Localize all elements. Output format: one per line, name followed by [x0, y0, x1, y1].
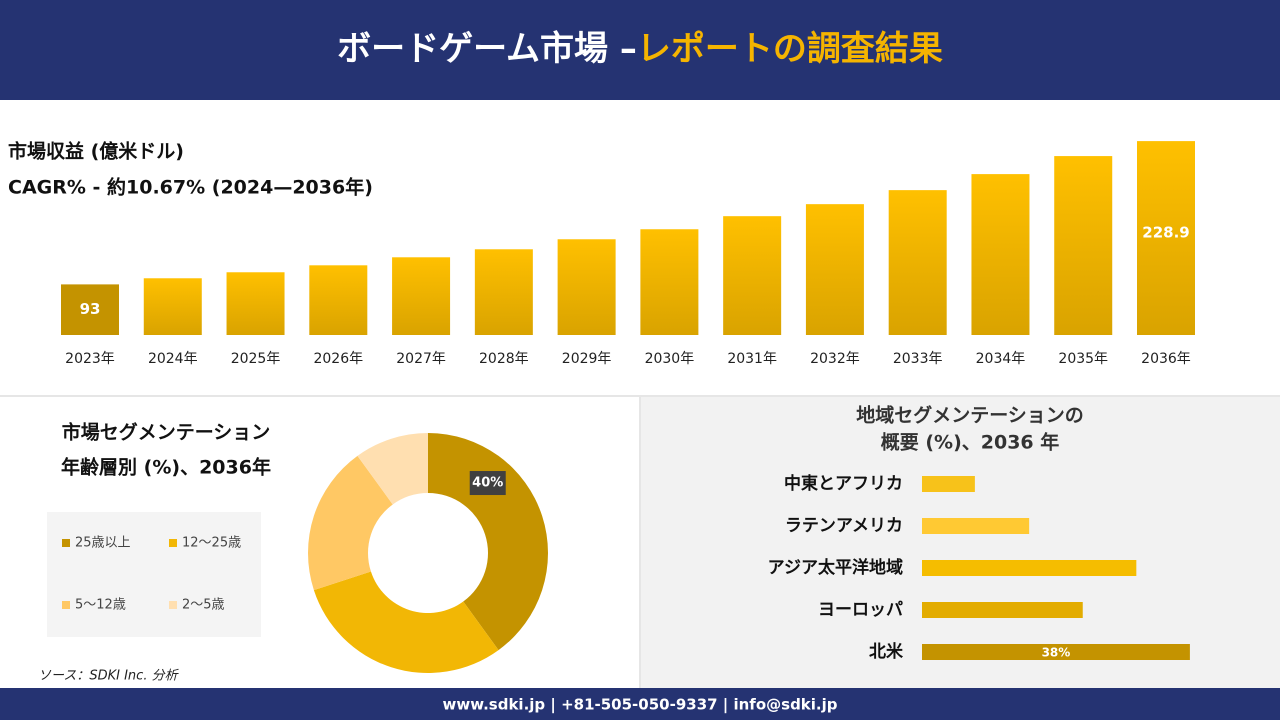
legend-label: 25歳以上 [75, 536, 131, 551]
x-tick-label: 2032年 [810, 351, 860, 367]
chart-subtitle: CAGR% - 約10.67% (2024—2036年) [8, 176, 373, 199]
legend-label: 5〜12歳 [75, 598, 126, 613]
x-tick-label: 2036年 [1141, 351, 1191, 367]
legend-swatch [169, 601, 177, 609]
y-tick-label: 北米 [869, 641, 904, 662]
x-tick-label: 2029年 [562, 351, 612, 367]
data-label: 38% [1042, 646, 1071, 660]
bar [922, 602, 1083, 618]
title-accent: レポートの調査結果 [637, 29, 943, 69]
x-tick-label: 2025年 [231, 351, 281, 367]
header-title: ボードゲーム市場 –レポートの調査結果 [337, 29, 943, 69]
data-label: 228.9 [1142, 224, 1189, 242]
x-tick-label: 2026年 [313, 351, 363, 367]
legend-label: 12〜25歳 [182, 536, 241, 551]
bar [805, 204, 864, 335]
data-label: 40% [472, 476, 503, 491]
donut-slice [313, 571, 499, 674]
legend-label: 2〜5歳 [182, 598, 225, 613]
bar [1137, 141, 1195, 335]
x-tick-label: 2031年 [727, 351, 777, 367]
legend-box [47, 512, 261, 637]
bar [61, 284, 119, 335]
bar [922, 518, 1030, 534]
bar [922, 560, 1137, 576]
bar [309, 265, 368, 335]
legend-swatch [169, 539, 177, 547]
bar [971, 174, 1030, 335]
y-tick-label: アジア太平洋地域 [768, 557, 903, 578]
bar [392, 257, 451, 335]
bar [143, 278, 202, 335]
x-tick-label: 2024年 [148, 351, 198, 367]
bar [640, 229, 699, 335]
footer-bar [0, 688, 1280, 720]
x-tick-label: 2034年 [976, 351, 1026, 367]
y-tick-label: ラテンアメリカ [785, 516, 903, 536]
x-tick-label: 2023年 [65, 351, 115, 367]
chart-title: 地域セグメンテーションの [856, 404, 1084, 427]
bar [1054, 156, 1113, 335]
x-tick-label: 2027年 [396, 351, 446, 367]
donut-slice [308, 455, 393, 591]
chart-subtitle: 概要 (%)、2036 年 [881, 431, 1060, 454]
data-label-box [469, 471, 506, 496]
data-label: 93 [80, 300, 101, 318]
chart-title: 市場収益 (億米ドル) [8, 140, 184, 163]
donut-slice [357, 433, 428, 505]
x-tick-label: 2030年 [645, 351, 695, 367]
y-tick-label: ヨーロッパ [818, 600, 903, 620]
footer-contact: www.sdki.jp | +81-505-050-9337 | info@sd… [442, 696, 837, 715]
bar [557, 239, 616, 335]
source-note: ソース：SDKI Inc. 分析 [38, 669, 180, 684]
legend-swatch [62, 539, 70, 547]
x-tick-label: 2033年 [893, 351, 943, 367]
region-panel [641, 397, 1280, 688]
title-main: ボードゲーム市場 – [337, 29, 637, 69]
chart-title: 市場セグメンテーション [62, 421, 271, 444]
bar [474, 249, 533, 335]
bar [922, 644, 1190, 660]
donut-slice [428, 433, 548, 651]
chart-subtitle: 年齢層別 (%)、2036年 [61, 456, 271, 479]
legend-swatch [62, 601, 70, 609]
bar [723, 216, 782, 335]
bar [226, 272, 285, 335]
header-bar [0, 0, 1280, 100]
x-tick-label: 2035年 [1058, 351, 1108, 367]
x-tick-label: 2028年 [479, 351, 529, 367]
bar [922, 476, 975, 492]
y-tick-label: 中東とアフリカ [784, 473, 903, 494]
bar [888, 190, 947, 335]
